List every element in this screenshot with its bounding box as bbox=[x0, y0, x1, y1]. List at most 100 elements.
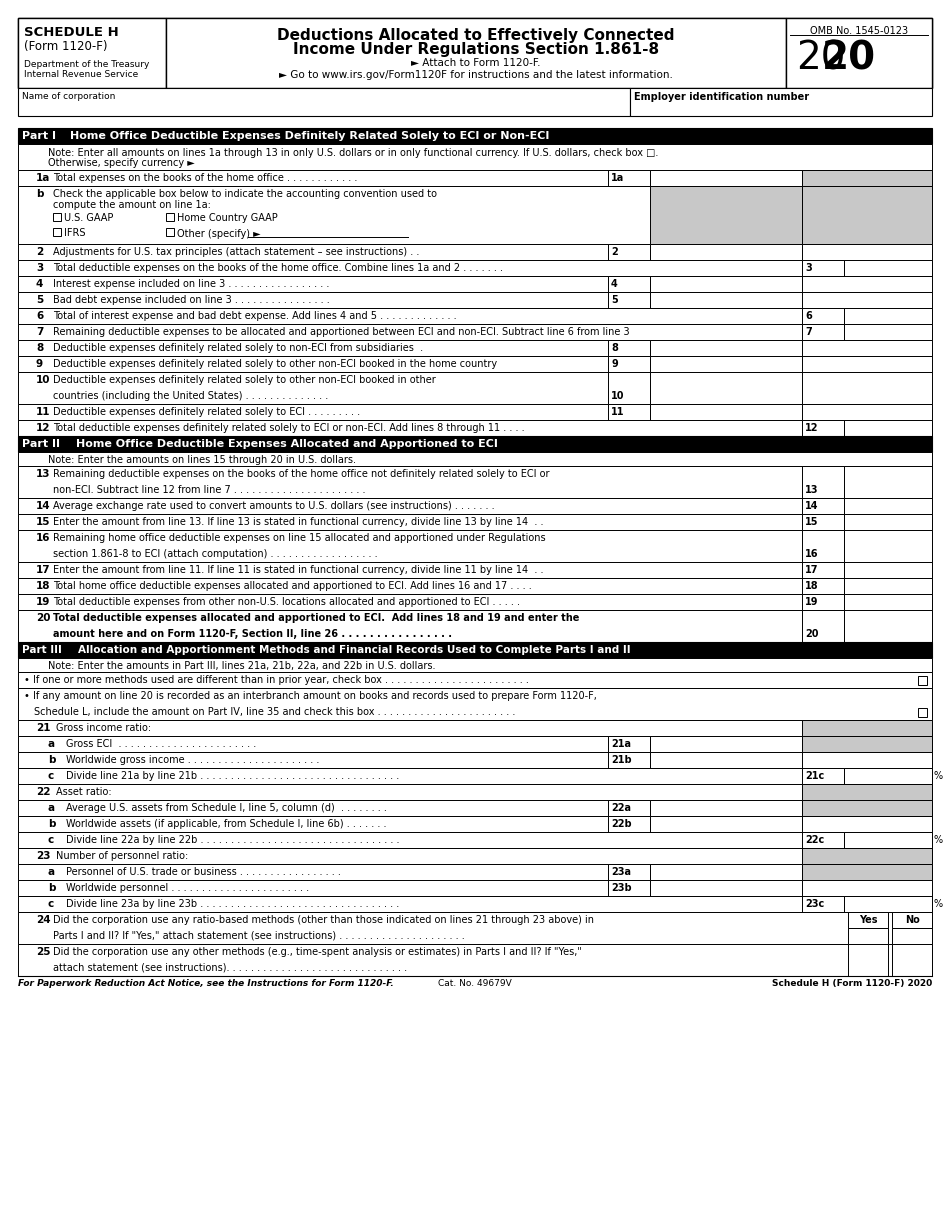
Text: Divide line 23a by line 23b . . . . . . . . . . . . . . . . . . . . . . . . . . : Divide line 23a by line 23b . . . . . . … bbox=[66, 898, 399, 909]
Text: ► Attach to Form 1120-F.: ► Attach to Form 1120-F. bbox=[411, 58, 541, 68]
Text: (Form 1120-F): (Form 1120-F) bbox=[24, 41, 107, 53]
Text: 20: 20 bbox=[36, 613, 50, 623]
Bar bbox=[608, 293, 650, 308]
Text: Gross ECI  . . . . . . . . . . . . . . . . . . . . . . .: Gross ECI . . . . . . . . . . . . . . . … bbox=[66, 739, 256, 748]
Text: 7: 7 bbox=[36, 327, 44, 337]
Text: Remaining deductible expenses on the books of the home office not definitely rel: Remaining deductible expenses on the boo… bbox=[53, 469, 549, 479]
Bar bbox=[802, 784, 932, 800]
Text: compute the amount on line 1a:: compute the amount on line 1a: bbox=[53, 200, 211, 210]
Text: 12: 12 bbox=[805, 423, 819, 433]
Bar bbox=[18, 498, 932, 514]
Bar bbox=[18, 720, 932, 736]
Bar bbox=[18, 144, 932, 170]
Text: Allocation and Apportionment Methods and Financial Records Used to Complete Part: Allocation and Apportionment Methods and… bbox=[78, 645, 631, 655]
Bar bbox=[18, 18, 166, 88]
Text: Home Country GAAP: Home Country GAAP bbox=[177, 213, 277, 222]
Text: 8: 8 bbox=[611, 343, 618, 353]
Text: Number of personnel ratio:: Number of personnel ratio: bbox=[56, 850, 188, 862]
Text: Part III: Part III bbox=[22, 645, 62, 655]
Bar bbox=[18, 944, 932, 976]
Bar bbox=[18, 848, 932, 864]
Bar bbox=[18, 420, 932, 436]
Bar bbox=[18, 752, 932, 768]
Text: 21b: 21b bbox=[611, 755, 632, 764]
Text: c: c bbox=[48, 898, 54, 909]
Text: No: No bbox=[904, 916, 920, 925]
Text: 22a: 22a bbox=[611, 803, 631, 814]
Bar bbox=[608, 170, 650, 186]
Text: b: b bbox=[36, 189, 44, 199]
Text: 19: 19 bbox=[805, 597, 819, 607]
Text: • If one or more methods used are different than in prior year, check box . . . : • If one or more methods used are differ… bbox=[24, 675, 529, 685]
Bar bbox=[18, 261, 932, 277]
Bar bbox=[166, 213, 174, 221]
Bar bbox=[18, 768, 932, 784]
Text: Deductible expenses definitely related solely to other non-ECI booked in the hom: Deductible expenses definitely related s… bbox=[53, 359, 497, 369]
Bar bbox=[802, 324, 844, 340]
Text: 21: 21 bbox=[36, 723, 50, 732]
Text: Total deductible expenses allocated and apportioned to ECI.  Add lines 18 and 19: Total deductible expenses allocated and … bbox=[53, 613, 580, 623]
Text: Cat. No. 49679V: Cat. No. 49679V bbox=[438, 980, 512, 988]
Text: For Paperwork Reduction Act Notice, see the Instructions for Form 1120-F.: For Paperwork Reduction Act Notice, see … bbox=[18, 980, 393, 988]
Bar bbox=[844, 896, 932, 912]
Bar bbox=[18, 466, 932, 498]
Text: Remaining deductible expenses to be allocated and apportioned between ECI and no: Remaining deductible expenses to be allo… bbox=[53, 327, 630, 337]
Bar bbox=[844, 594, 932, 610]
Text: Total deductible expenses from other non-U.S. locations allocated and apportione: Total deductible expenses from other non… bbox=[53, 597, 520, 607]
Text: 14: 14 bbox=[805, 501, 819, 511]
Bar bbox=[848, 944, 888, 976]
Text: a: a bbox=[48, 866, 55, 878]
Text: Part II: Part II bbox=[22, 439, 60, 449]
Text: 22c: 22c bbox=[805, 834, 825, 846]
Text: SCHEDULE H: SCHEDULE H bbox=[24, 26, 119, 39]
Bar bbox=[18, 896, 932, 912]
Bar bbox=[608, 736, 650, 752]
Text: a: a bbox=[48, 803, 55, 814]
Bar bbox=[166, 18, 786, 88]
Text: Personnel of U.S. trade or business . . . . . . . . . . . . . . . . .: Personnel of U.S. trade or business . . … bbox=[66, 866, 341, 878]
Bar bbox=[18, 128, 932, 144]
Text: 2: 2 bbox=[611, 247, 618, 257]
Text: b: b bbox=[48, 819, 55, 830]
Text: Schedule L, include the amount on Part IV, line 35 and check this box . . . . . : Schedule L, include the amount on Part I… bbox=[34, 707, 515, 717]
Text: Home Office Deductible Expenses Definitely Related Solely to ECI or Non-ECI: Home Office Deductible Expenses Definite… bbox=[70, 132, 549, 141]
Text: Total of interest expense and bad debt expense. Add lines 4 and 5 . . . . . . . : Total of interest expense and bad debt e… bbox=[53, 311, 457, 321]
Text: Interest expense included on line 3 . . . . . . . . . . . . . . . . .: Interest expense included on line 3 . . … bbox=[53, 279, 330, 289]
Bar bbox=[802, 562, 844, 578]
Text: 5: 5 bbox=[36, 295, 44, 305]
Text: Yes: Yes bbox=[859, 916, 877, 925]
Text: 4: 4 bbox=[611, 279, 618, 289]
Text: 13: 13 bbox=[805, 485, 819, 495]
Text: 13: 13 bbox=[36, 469, 50, 479]
Text: b: b bbox=[48, 755, 55, 764]
Bar bbox=[650, 245, 802, 261]
Bar bbox=[802, 261, 844, 277]
Text: Worldwide assets (if applicable, from Schedule I, line 6b) . . . . . . .: Worldwide assets (if applicable, from Sc… bbox=[66, 819, 387, 830]
Text: 7: 7 bbox=[805, 327, 811, 337]
Bar bbox=[802, 578, 844, 594]
Bar bbox=[786, 18, 932, 88]
Bar bbox=[848, 912, 888, 928]
Bar bbox=[608, 404, 650, 420]
Text: Deductible expenses definitely related solely to ECI . . . . . . . . .: Deductible expenses definitely related s… bbox=[53, 407, 360, 417]
Bar bbox=[608, 340, 650, 356]
Text: 8: 8 bbox=[36, 343, 44, 353]
Text: Asset ratio:: Asset ratio: bbox=[56, 787, 112, 796]
Text: amount here and on Form 1120-F, Section II, line 26 . . . . . . . . . . . . . . : amount here and on Form 1120-F, Section … bbox=[53, 629, 452, 639]
Text: Deductions Allocated to Effectively Connected: Deductions Allocated to Effectively Conn… bbox=[277, 28, 674, 43]
Text: attach statement (see instructions). . . . . . . . . . . . . . . . . . . . . . .: attach statement (see instructions). . .… bbox=[53, 964, 408, 973]
Bar bbox=[166, 229, 174, 236]
Bar bbox=[892, 912, 932, 928]
Bar bbox=[802, 848, 932, 864]
Text: 15: 15 bbox=[805, 517, 819, 527]
Bar bbox=[18, 372, 932, 404]
Bar bbox=[18, 452, 932, 466]
Text: Worldwide personnel . . . . . . . . . . . . . . . . . . . . . . .: Worldwide personnel . . . . . . . . . . … bbox=[66, 882, 309, 893]
Text: 3: 3 bbox=[805, 263, 811, 273]
Bar bbox=[18, 436, 932, 452]
Text: Income Under Regulations Section 1.861-8: Income Under Regulations Section 1.861-8 bbox=[293, 42, 659, 57]
Text: Parts I and II? If "Yes," attach statement (see instructions) . . . . . . . . . : Parts I and II? If "Yes," attach stateme… bbox=[53, 932, 465, 941]
Bar bbox=[18, 832, 932, 848]
Text: Deductible expenses definitely related solely to non-ECI from subsidiaries  .: Deductible expenses definitely related s… bbox=[53, 343, 423, 353]
Text: 19: 19 bbox=[36, 597, 50, 607]
